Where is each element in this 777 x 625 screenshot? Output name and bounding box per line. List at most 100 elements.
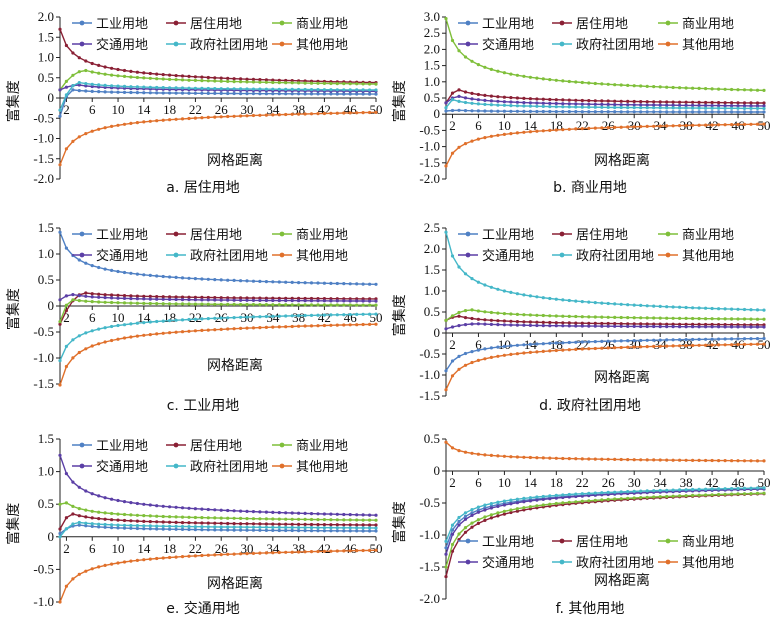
data-point — [730, 110, 734, 114]
data-point — [258, 326, 262, 330]
x-tick-label: 38 — [292, 102, 305, 117]
data-point — [691, 322, 695, 326]
data-point — [626, 458, 630, 462]
data-point — [290, 303, 294, 307]
data-point — [90, 61, 94, 66]
data-point — [691, 306, 695, 310]
data-point — [58, 531, 62, 536]
data-point — [97, 295, 101, 299]
data-point — [755, 323, 760, 327]
data-point — [206, 115, 210, 119]
data-point — [161, 319, 165, 323]
data-point — [678, 494, 682, 498]
data-point — [97, 292, 101, 296]
data-point — [297, 526, 301, 530]
data-point — [342, 512, 346, 517]
data-point — [200, 525, 204, 529]
data-point — [671, 305, 675, 309]
legend-swatch-marker — [173, 463, 179, 469]
data-point — [476, 309, 480, 313]
data-point — [187, 78, 191, 82]
data-point — [219, 508, 223, 512]
y-tick-label: -0.5 — [419, 122, 440, 137]
data-point — [264, 113, 268, 117]
data-point — [245, 525, 249, 529]
legend-swatch-marker — [79, 231, 85, 237]
data-point — [226, 327, 230, 331]
data-point — [168, 275, 172, 279]
data-point — [755, 110, 760, 114]
y-tick-label: -1.0 — [33, 594, 54, 609]
data-point — [639, 338, 643, 343]
data-point — [161, 86, 165, 90]
data-point — [348, 297, 352, 301]
data-point — [626, 490, 630, 494]
data-point — [219, 87, 223, 91]
data-point — [691, 458, 695, 462]
data-point — [710, 337, 714, 341]
data-point — [691, 86, 695, 90]
data-point — [297, 81, 301, 85]
data-point — [226, 296, 230, 300]
data-point — [496, 99, 500, 103]
data-point — [361, 529, 365, 533]
data-point — [463, 351, 468, 356]
data-point — [322, 299, 326, 303]
data-point — [342, 82, 346, 86]
data-point — [645, 110, 649, 114]
data-point — [368, 82, 372, 86]
data-point — [580, 499, 584, 503]
data-point — [213, 516, 217, 520]
data-point — [348, 526, 352, 530]
data-point — [303, 529, 307, 533]
data-point — [206, 298, 210, 302]
data-point — [290, 528, 294, 533]
data-point — [219, 91, 223, 95]
legend-label: 政府社团用地 — [576, 248, 654, 264]
data-point — [103, 326, 107, 330]
data-point — [342, 529, 346, 533]
data-point — [58, 453, 62, 457]
legend-item-5: 政府社团用地 — [166, 37, 268, 53]
data-point — [522, 313, 526, 317]
data-point — [316, 281, 320, 285]
data-point — [470, 109, 474, 113]
data-point — [496, 109, 500, 113]
data-point — [457, 519, 461, 524]
series-markers-1 — [58, 523, 378, 536]
data-point — [193, 507, 197, 511]
data-point — [574, 324, 578, 328]
data-point — [135, 121, 139, 125]
data-point — [264, 80, 268, 84]
data-point — [717, 323, 721, 327]
data-point — [368, 303, 372, 307]
legend-swatch-marker — [79, 442, 85, 448]
data-point — [335, 303, 339, 307]
data-point — [502, 323, 506, 327]
data-point — [632, 345, 636, 349]
data-point — [303, 522, 307, 527]
y-tick-label: 0 — [434, 463, 441, 478]
data-point — [684, 100, 688, 104]
data-point — [593, 457, 597, 461]
data-point — [142, 519, 146, 524]
x-tick-label: 42 — [318, 310, 331, 325]
data-point — [515, 455, 520, 459]
data-point — [155, 295, 159, 299]
data-point — [593, 81, 597, 86]
data-point — [142, 273, 146, 277]
data-point — [457, 88, 461, 92]
data-point — [717, 487, 721, 491]
data-point — [470, 91, 474, 95]
data-point — [226, 278, 230, 282]
data-point — [355, 526, 359, 530]
data-point — [142, 333, 146, 337]
data-point — [368, 110, 372, 115]
data-point — [368, 526, 372, 530]
data-point — [245, 77, 249, 81]
legend-label: 其他用地 — [296, 38, 348, 53]
data-point — [457, 367, 461, 371]
data-point — [509, 508, 513, 512]
data-point — [58, 527, 62, 531]
